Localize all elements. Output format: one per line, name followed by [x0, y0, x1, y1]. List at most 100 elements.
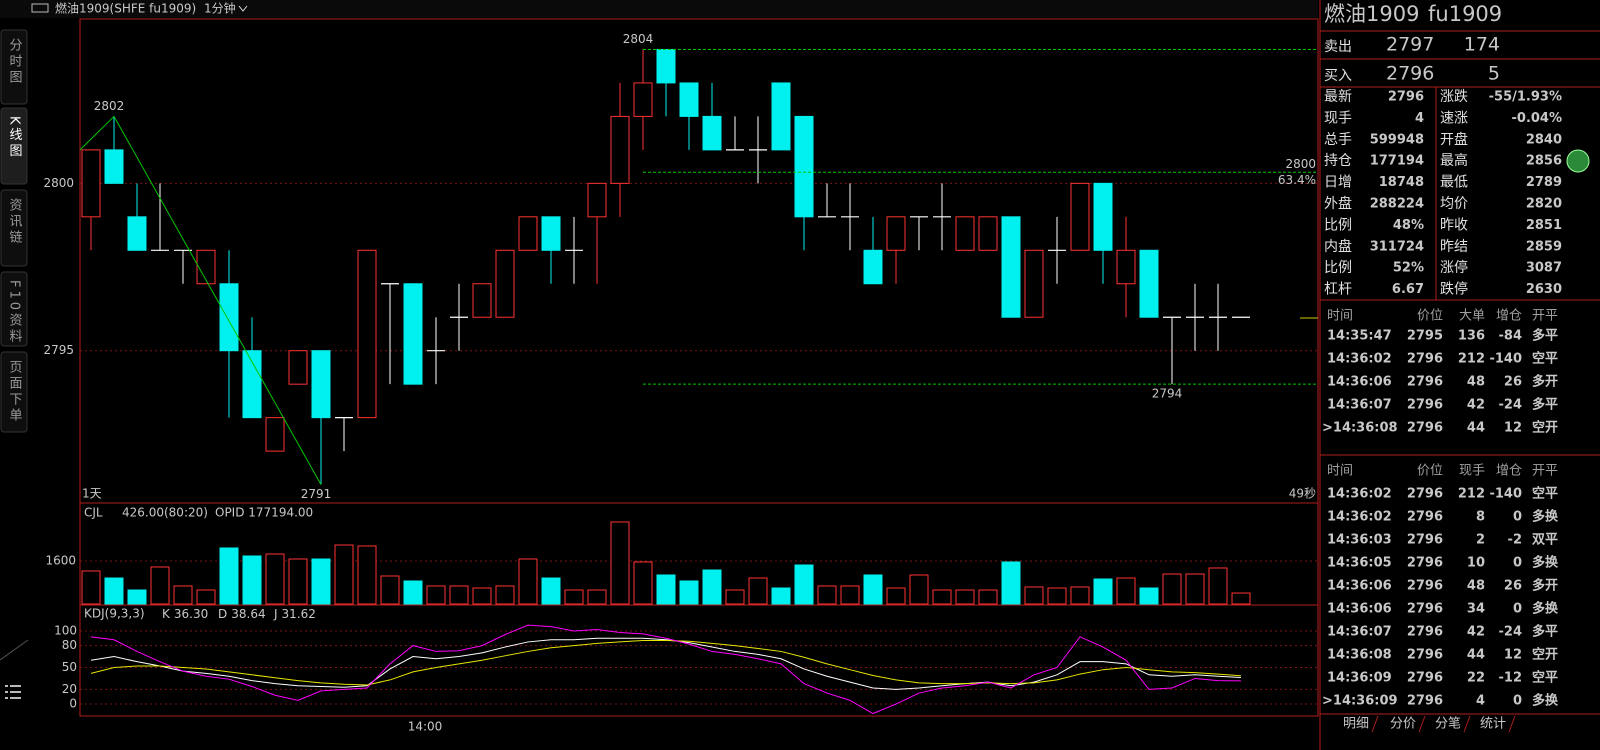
table-cell: >14:36:08: [1322, 421, 1398, 436]
volume-bar: [1139, 587, 1159, 605]
side-tab[interactable]: [0, 351, 28, 433]
table-cell: 42: [1467, 398, 1485, 413]
volume-bar: [587, 589, 607, 605]
bottom-tab[interactable]: 分笔: [1435, 716, 1461, 732]
candle-body: [104, 149, 124, 184]
quote-panel: 燃油1909 fu1909 卖出 2797 174 买入 2796 5 最新 2796 涨跌 -55/…: [1320, 2, 1600, 733]
table-cell: 12: [1504, 648, 1522, 663]
table-cell: 2796: [1407, 421, 1443, 436]
quote-value: 2856: [1526, 154, 1562, 169]
table-header: 价位: [1417, 309, 1443, 324]
table-cell: 14:36:02: [1327, 510, 1392, 525]
list-icon[interactable]: [5, 685, 21, 699]
side-tab-label[interactable]: 资讯链: [7, 198, 23, 246]
quote-label: 开盘: [1440, 131, 1468, 148]
bottom-tab[interactable]: 分价: [1390, 717, 1416, 732]
legend-name: D: [218, 607, 227, 621]
table-cell: 2796: [1407, 352, 1443, 367]
quote-value: -0.04%: [1512, 111, 1563, 126]
legend-name: K: [162, 607, 171, 621]
side-tab-label[interactable]: 页面下单: [7, 360, 23, 424]
alert-badge[interactable]: [1566, 149, 1590, 173]
candle-body: [127, 216, 147, 251]
table-cell: 26: [1504, 375, 1522, 390]
y-tick-label: 80: [62, 638, 77, 652]
table-cell: 0: [1513, 510, 1522, 525]
table-cell: 多平: [1532, 328, 1558, 344]
tab-separator: [1508, 715, 1516, 733]
quote-label: 比例: [1324, 217, 1352, 233]
side-tab[interactable]: [0, 107, 28, 185]
table-cell: 空平: [1532, 670, 1558, 686]
side-tab-label[interactable]: F10资料: [7, 280, 23, 345]
countdown-label: 49秒: [1289, 487, 1316, 501]
table-cell: 空开: [1532, 420, 1558, 436]
quote-label: 内盘: [1324, 238, 1352, 255]
candle-body: [403, 283, 423, 385]
side-tab-label[interactable]: 分时图: [7, 38, 23, 86]
table-header: 开平: [1532, 309, 1558, 324]
indicator-name[interactable]: CJL: [84, 506, 103, 520]
table-cell: 26: [1504, 579, 1522, 594]
side-tab[interactable]: [0, 189, 28, 267]
table-cell: 2796: [1407, 487, 1443, 502]
candle-body: [863, 249, 883, 285]
table-cell: 0: [1513, 694, 1522, 709]
quote-label: 涨跌: [1440, 89, 1468, 105]
bottom-tab[interactable]: 明细: [1343, 717, 1369, 732]
indicator-value: 426.00(80:20): [122, 506, 208, 520]
side-tab[interactable]: [0, 271, 28, 347]
table-cell: 2795: [1407, 329, 1443, 344]
table-header: 时间: [1327, 309, 1353, 324]
table-cell: 2796: [1407, 602, 1443, 617]
table-cell: 空开: [1532, 647, 1558, 663]
quote-label: 比例: [1324, 260, 1352, 276]
quote-value: 4: [1415, 111, 1424, 126]
table-cell: 42: [1467, 625, 1485, 640]
volume-bar: [219, 547, 239, 605]
volume-bar: [863, 574, 883, 605]
table-cell: 多平: [1532, 397, 1558, 413]
table-cell: 212: [1458, 352, 1485, 367]
volume-bar: [1047, 587, 1067, 605]
bottom-tab[interactable]: 统计: [1480, 717, 1506, 732]
candle-body: [541, 216, 561, 251]
volume-bar: [380, 575, 400, 605]
volume-bar: [564, 589, 584, 605]
side-tab[interactable]: [0, 29, 28, 105]
table-cell: 空平: [1532, 486, 1558, 502]
table-cell: 多换: [1532, 601, 1559, 617]
table-cell: 2796: [1407, 625, 1443, 640]
volume-bar: [978, 589, 998, 605]
table-cell: 0: [1513, 556, 1522, 571]
y-tick-label: 1600: [45, 553, 76, 567]
level-label: 2800: [1285, 157, 1316, 171]
y-tick-label: 20: [62, 682, 77, 696]
table-cell: -84: [1499, 329, 1523, 344]
table-cell: 2796: [1407, 648, 1443, 663]
period-selector[interactable]: 1分钟: [204, 1, 236, 16]
volume-bar: [311, 558, 331, 605]
candle-body: [1070, 182, 1090, 251]
quote-label: 杠杆: [1324, 282, 1352, 298]
volume-bar: [1024, 586, 1044, 605]
quote-value: 2840: [1526, 132, 1562, 147]
candle-body: [702, 115, 722, 151]
side-tab-label[interactable]: K线图: [7, 116, 23, 160]
table-cell: -2: [1508, 533, 1522, 548]
candle-body: [265, 417, 285, 452]
table-header: 价位: [1417, 464, 1443, 479]
quote-value: 2796: [1388, 90, 1424, 105]
quote-label: 昨收: [1440, 217, 1468, 233]
volume-bar: [1001, 561, 1021, 605]
table-cell: 14:36:05: [1327, 556, 1392, 571]
volume-bar: [748, 577, 768, 605]
menu-icon[interactable]: [31, 3, 49, 13]
volume-bar: [817, 585, 837, 605]
quote-label: 昨结: [1440, 239, 1468, 255]
indicator-name[interactable]: KDJ(9,3,3): [84, 607, 145, 621]
table-cell: 14:36:06: [1327, 579, 1392, 594]
volume-bar: [265, 553, 285, 605]
candle-body: [495, 249, 515, 318]
